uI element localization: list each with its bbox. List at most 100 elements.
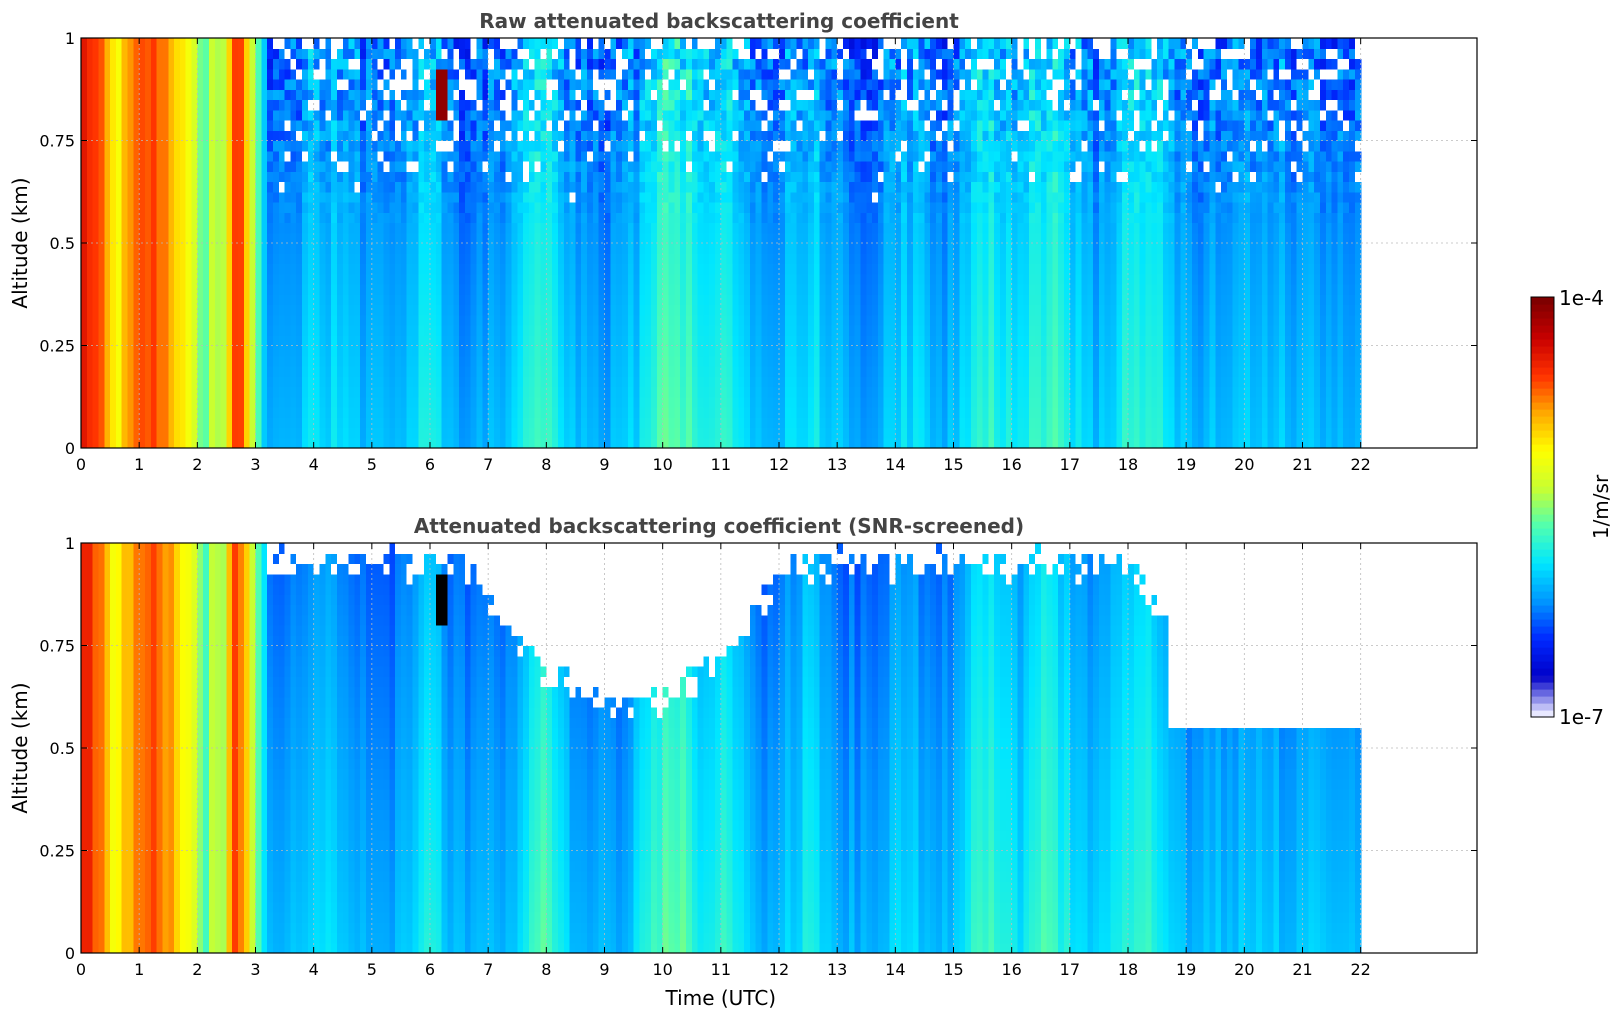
heatmap-cell [499, 58, 507, 70]
heatmap-cell [278, 273, 286, 285]
heatmap-cell [790, 181, 798, 193]
heatmap-cell [278, 355, 286, 367]
heatmap-cell [616, 120, 623, 131]
heatmap-cell [110, 386, 117, 398]
heatmap-cell [453, 150, 460, 162]
heatmap-cell [709, 222, 716, 234]
heatmap-cell [720, 48, 728, 60]
heatmap-cell [133, 140, 140, 152]
heatmap-cell [360, 181, 367, 193]
heatmap-cell [459, 345, 466, 357]
heatmap-cell [325, 109, 332, 121]
heatmap-cell [563, 89, 571, 101]
heatmap-cell [267, 150, 274, 162]
heatmap-cell [354, 38, 361, 49]
heatmap-cell [296, 140, 303, 152]
heatmap-cell [528, 253, 536, 265]
heatmap-cell [563, 38, 571, 49]
heatmap-cell [430, 181, 437, 193]
heatmap-cell [179, 325, 187, 336]
heatmap-cell [697, 181, 704, 193]
heatmap-cell [546, 130, 553, 142]
heatmap-cell [726, 222, 734, 234]
heatmap-cell [476, 79, 483, 90]
heatmap-cell [598, 386, 606, 398]
heatmap-cell [81, 396, 88, 408]
heatmap-cell [604, 202, 611, 213]
heatmap-cell [115, 243, 123, 254]
heatmap-cell [540, 273, 547, 285]
heatmap-cell [459, 263, 466, 275]
heatmap-cell [203, 232, 210, 244]
heatmap-cell [220, 202, 228, 213]
heatmap-cell [360, 304, 367, 316]
heatmap-cell [517, 171, 524, 183]
heatmap-cell [226, 222, 233, 234]
heatmap-cell [464, 140, 472, 152]
heatmap-cell [447, 130, 454, 142]
heatmap-cell [534, 304, 542, 316]
heatmap-cell [464, 68, 472, 80]
heatmap-cell [633, 120, 640, 131]
heatmap-cell [459, 376, 466, 388]
heatmap-cell [563, 273, 571, 285]
heatmap-cell [92, 407, 100, 418]
heatmap-cell [284, 304, 291, 316]
heatmap-cell [592, 304, 600, 316]
heatmap-cell [383, 376, 390, 388]
heatmap-cell [459, 325, 466, 336]
heatmap-cell [185, 181, 193, 193]
heatmap-cell [121, 171, 129, 183]
heatmap-cell [261, 253, 268, 265]
heatmap-cell [720, 79, 728, 90]
heatmap-cell [185, 366, 193, 377]
heatmap-cell [738, 68, 745, 80]
heatmap-cell [755, 109, 763, 121]
heatmap-cell [127, 130, 134, 142]
heatmap-cell [400, 58, 408, 70]
heatmap-cell [610, 437, 617, 449]
heatmap-cell [232, 232, 239, 244]
heatmap-cell [552, 366, 559, 377]
heatmap-cell [150, 38, 158, 49]
heatmap-cell [162, 386, 169, 398]
heatmap-cell [709, 161, 716, 172]
heatmap-cell [197, 191, 204, 203]
heatmap-cell [779, 417, 786, 429]
heatmap-cell [232, 68, 239, 80]
heatmap-cell [674, 130, 681, 142]
heatmap-cell [493, 386, 501, 398]
heatmap-cell [569, 171, 577, 183]
heatmap-cell [482, 243, 489, 254]
heatmap-cell [627, 58, 635, 70]
heatmap-cell [732, 171, 739, 183]
heatmap-cell [366, 314, 373, 326]
heatmap-cell [668, 58, 675, 70]
heatmap-cell [150, 407, 158, 418]
heatmap-cell [430, 120, 437, 131]
heatmap-cell [517, 38, 524, 49]
heatmap-cell [662, 89, 670, 101]
heatmap-cell [459, 294, 466, 306]
heatmap-cell [238, 376, 245, 388]
heatmap-cell [400, 284, 408, 295]
heatmap-cell [749, 253, 757, 265]
heatmap-cell [261, 181, 268, 193]
heatmap-cell [482, 355, 489, 367]
heatmap-cell [540, 417, 547, 429]
heatmap-cell [400, 79, 408, 90]
heatmap-cell [348, 253, 355, 265]
heatmap-cell [482, 58, 489, 70]
heatmap-cell [744, 335, 751, 347]
heatmap-cell [616, 212, 623, 224]
heatmap-cell [575, 68, 582, 80]
heatmap-cell [174, 202, 181, 213]
heatmap-cell [81, 171, 88, 183]
heatmap-cell [150, 58, 158, 70]
heatmap-cell [470, 284, 478, 295]
heatmap-cell [552, 202, 559, 213]
heatmap-cell [441, 161, 449, 172]
heatmap-cell [604, 58, 611, 70]
heatmap-cell [656, 243, 664, 254]
heatmap-cell [680, 325, 687, 336]
